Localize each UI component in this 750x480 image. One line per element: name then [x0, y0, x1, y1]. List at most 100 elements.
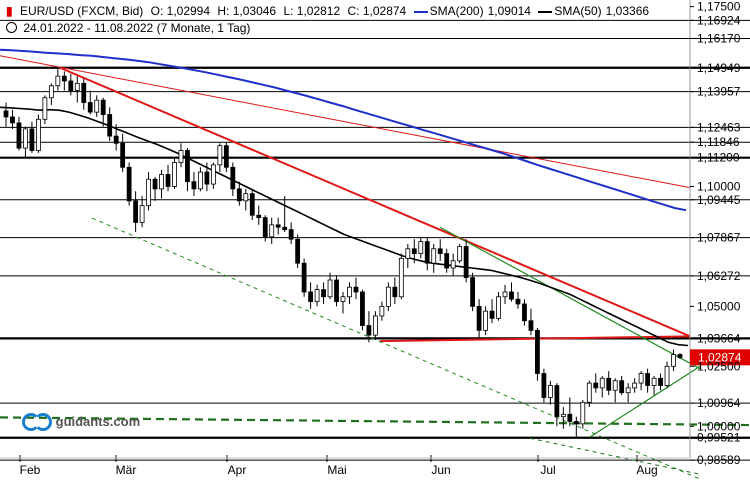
candle-down: [29, 128, 35, 151]
candle-down: [677, 354, 683, 358]
candle-down: [489, 310, 495, 319]
candle-down: [515, 298, 521, 305]
candle-up: [599, 377, 605, 389]
candle-up: [547, 385, 553, 398]
price-label: 1,10000: [697, 179, 741, 193]
candle-up: [586, 382, 592, 403]
candle-down: [535, 329, 540, 374]
sma50-value: 1,03366: [605, 4, 650, 18]
price-label: 1,16924: [697, 13, 741, 27]
candle-down: [152, 178, 158, 190]
candle-down: [10, 116, 15, 124]
guidants-logo-icon: [22, 413, 52, 431]
candle-down: [476, 305, 482, 331]
candle-down: [87, 102, 93, 113]
candle-down: [185, 150, 190, 183]
candle-up: [347, 286, 352, 298]
candle-down: [437, 248, 443, 255]
candle-down: [424, 241, 430, 264]
candle-up: [483, 310, 488, 331]
support-dashed-lower: [529, 437, 701, 475]
price-label: 1,02500: [697, 359, 741, 373]
candle-down: [113, 135, 119, 144]
candle-up: [42, 97, 48, 120]
month-label: Feb: [20, 463, 41, 477]
candle-up: [385, 286, 391, 307]
candle-up: [450, 260, 456, 269]
candle-down: [275, 224, 281, 228]
price-label: 1,13957: [697, 85, 741, 99]
candle-up: [664, 365, 670, 386]
candle-up: [398, 258, 404, 298]
candle-up: [625, 387, 631, 394]
candles: [3, 68, 683, 438]
candle-down: [133, 200, 139, 223]
price-label: 1,12463: [697, 120, 741, 134]
horizontal-resistance: [379, 335, 691, 343]
candle-up: [373, 315, 378, 336]
candle-down: [126, 166, 132, 202]
channel-upper: [439, 226, 701, 370]
candle-down: [411, 248, 417, 255]
last-price-label: 1,02874: [698, 350, 742, 364]
sma200-swatch: [413, 10, 428, 13]
channel-lower: [589, 365, 701, 438]
candle-up: [269, 224, 275, 238]
candle-up: [55, 75, 61, 87]
candle-down: [353, 286, 359, 293]
candle-up: [405, 248, 411, 259]
candle-up: [23, 128, 28, 149]
instrument-name[interactable]: EUR/USD (FXCM, Bid): [19, 4, 144, 18]
guidants-logo[interactable]: guidants.com: [22, 413, 141, 431]
trendlines: [0, 55, 750, 480]
price-label: 1,09445: [697, 193, 741, 207]
candle-down: [619, 380, 625, 394]
candle-up: [94, 99, 100, 113]
candle-up: [139, 205, 145, 223]
candle-up: [379, 305, 385, 317]
moving-averages: [0, 48, 689, 347]
month-label: Mai: [327, 463, 346, 477]
sma200-label[interactable]: SMA(200): [429, 4, 484, 18]
candle-down: [528, 320, 534, 331]
candle-up: [502, 291, 508, 298]
candle-up: [340, 296, 346, 302]
candle-down: [321, 289, 326, 298]
candle-down: [444, 253, 450, 269]
candle-down: [100, 99, 106, 115]
candle-down: [107, 114, 113, 137]
candle-down: [541, 373, 547, 398]
channel-dashed-lower: [91, 217, 701, 480]
candle-down: [61, 75, 67, 82]
candle-down: [606, 377, 612, 391]
candle-down: [463, 246, 469, 278]
candle-up: [48, 85, 54, 99]
period-interval: (7 Monate, 1 Tag): [156, 21, 251, 35]
candle-down: [288, 229, 294, 240]
price-label: 1,03664: [697, 331, 741, 345]
sma50-label[interactable]: SMA(50): [554, 4, 602, 18]
candle-down: [120, 142, 126, 168]
candle-down: [68, 80, 74, 91]
time-axis: Feb Mär Apr Mai Jun Jul Aug: [0, 457, 690, 477]
logo-text: guidants.com: [55, 414, 141, 429]
clock-icon: [6, 22, 17, 33]
candle-down: [593, 382, 599, 389]
candle-down: [204, 171, 210, 185]
month-label: Jul: [540, 463, 555, 477]
chart-header: ▮ EUR/USD (FXCM, Bid) O: 1,02994 H: 1,03…: [6, 4, 653, 18]
candle-down: [223, 145, 229, 168]
sma50-line: [0, 106, 689, 347]
candle-up: [36, 118, 41, 151]
candle-down: [573, 421, 579, 425]
support-dashed: [0, 416, 750, 427]
candle-down: [230, 166, 236, 190]
candle-down: [262, 217, 268, 238]
candle-up: [431, 248, 437, 264]
candle-down: [249, 193, 255, 216]
candle-down: [191, 181, 197, 190]
candle-up: [172, 162, 177, 187]
upper-trendline-thin: [0, 55, 691, 189]
